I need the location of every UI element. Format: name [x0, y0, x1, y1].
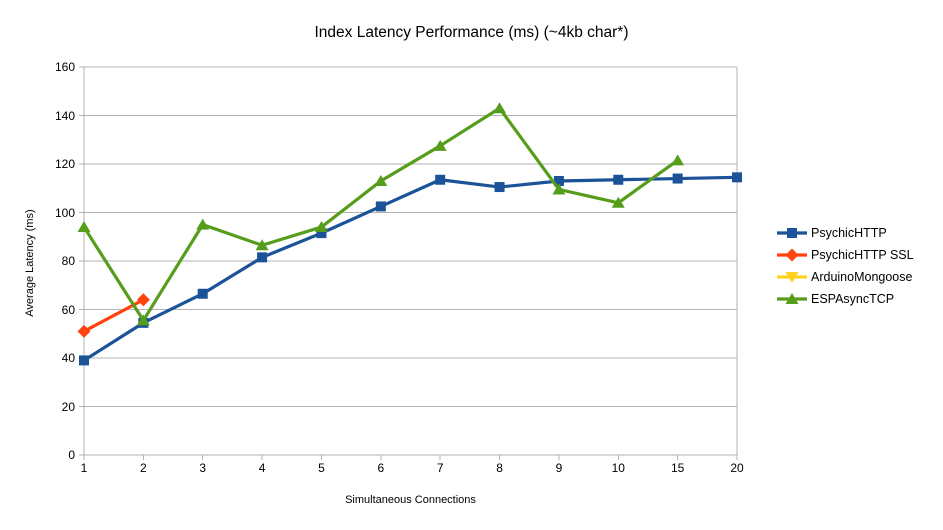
series-line: [83, 175, 738, 362]
x-tick-label: 4: [258, 461, 266, 475]
triangle-up-marker-icon: [493, 102, 507, 114]
square-marker-icon: [79, 355, 89, 366]
y-tick-label: 120: [54, 157, 75, 171]
diamond-marker-icon: [785, 248, 799, 262]
x-tick-label: 5: [318, 461, 325, 475]
legend: PsychicHTTP PsychicHTTP SSL ArduinoMongoos…: [777, 222, 914, 310]
x-tick-label: 7: [436, 461, 444, 475]
diamond-marker-icon: [77, 324, 91, 338]
legend-swatch: [777, 248, 807, 262]
series-espasynctcp: [77, 102, 685, 326]
y-tick-label: 80: [61, 254, 75, 268]
triangle-up-marker-icon: [785, 293, 799, 304]
triangle-up-marker-icon: [374, 174, 388, 186]
diamond-marker-icon: [136, 293, 150, 307]
x-axis-title: Simultaneous Connections: [345, 494, 476, 506]
legend-item-psychichttp: PsychicHTTP: [777, 222, 914, 244]
x-tick-label: 3: [199, 461, 207, 475]
square-marker-icon: [672, 173, 683, 184]
triangle-down-marker-icon: [785, 272, 799, 283]
triangle-up-marker-icon: [314, 221, 328, 233]
y-tick-label: 60: [61, 302, 75, 317]
y-tick-label: 100: [54, 205, 75, 220]
x-tick-label: 1: [80, 461, 88, 475]
legend-swatch: [777, 272, 807, 283]
y-tick-label: 40: [61, 351, 75, 365]
y-tick-label: 20: [61, 399, 75, 414]
series-psychichttp: [79, 172, 742, 366]
square-marker-icon: [613, 174, 624, 185]
square-marker-icon: [197, 288, 208, 299]
triangle-up-marker-icon: [77, 221, 91, 233]
square-marker-icon: [553, 175, 564, 186]
triangle-up-marker-icon: [196, 218, 210, 230]
y-gridlines: [84, 66, 737, 407]
chart-title: Index Latency Performance (ms) (~4kb cha…: [314, 24, 629, 41]
square-marker-icon: [257, 252, 268, 263]
square-marker-icon: [316, 228, 327, 239]
x-tick-label: 20: [730, 461, 744, 475]
square-marker-icon: [435, 174, 446, 185]
series-line: [82, 106, 679, 323]
legend-item-label: ArduinoMongoose: [811, 270, 913, 284]
y-tick-label: 160: [54, 60, 75, 74]
axes: [79, 66, 738, 460]
legend-item-arduinomongoose: ArduinoMongoose: [777, 266, 914, 288]
legend-item-label: ESPAsyncTCP: [811, 292, 895, 306]
triangle-up-marker-icon: [552, 183, 566, 195]
square-marker-icon: [787, 228, 797, 238]
y-axis-title: Average Latency (ms): [24, 209, 36, 317]
legend-swatch: [777, 228, 807, 238]
square-marker-icon: [494, 182, 505, 193]
legend-swatch: [777, 293, 807, 304]
square-marker-icon: [732, 172, 742, 183]
triangle-up-marker-icon: [671, 154, 685, 166]
x-tick-label: 9: [555, 461, 563, 475]
y-tick-label: 0: [68, 448, 75, 462]
x-tick-label: 2: [140, 461, 147, 475]
legend-item-label: PsychicHTTP SSL: [811, 248, 914, 262]
legend-item-label: PsychicHTTP: [811, 226, 887, 240]
triangle-up-marker-icon: [611, 196, 625, 208]
y-tick-label: 140: [54, 108, 75, 123]
x-tick-label: 6: [377, 461, 385, 475]
triangle-up-marker-icon: [136, 314, 150, 326]
legend-item-psychichttp-ssl: PsychicHTTP SSL: [777, 244, 914, 266]
legend-item-espasynctcp: ESPAsyncTCP: [777, 288, 914, 310]
triangle-up-marker-icon: [433, 139, 447, 151]
x-tick-label: 10: [611, 461, 625, 475]
x-tick-label: 15: [670, 461, 685, 475]
x-tick-label: 8: [496, 461, 503, 475]
triangle-up-marker-icon: [255, 239, 269, 251]
square-marker-icon: [375, 201, 386, 212]
